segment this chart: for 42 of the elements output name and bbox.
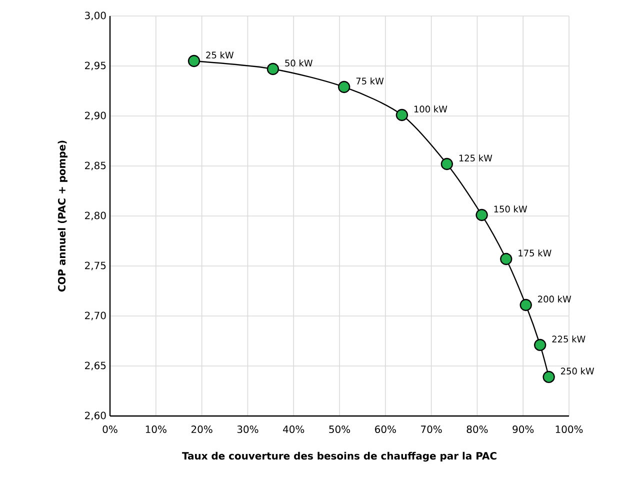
annotation: 150 kW	[494, 206, 528, 212]
annotation: 125 kW	[459, 154, 492, 162]
y-tick-label: 3,00	[85, 12, 106, 20]
annotation: 250 kW	[560, 368, 594, 374]
point	[266, 62, 280, 76]
annotation: 175 kW	[518, 250, 552, 256]
x-tick-label: 30%	[237, 425, 258, 434]
x-tick-label: 70%	[421, 425, 442, 434]
y-axis-title: COP annuel (PAC + pompe)	[58, 140, 68, 292]
x-tick-label: 40%	[283, 425, 304, 434]
y-tick-label: 2,70	[85, 312, 106, 320]
x-tick-label: 90%	[512, 425, 534, 434]
x-tick-label: 50%	[329, 425, 350, 434]
y-tick-label: 2,90	[85, 112, 106, 120]
point	[534, 338, 546, 352]
annotation: 100 kW	[414, 106, 448, 112]
y-tick-label: 2,60	[85, 412, 106, 420]
x-axis-title: Taux de couverture des besoins de chauffage par la PAC	[182, 452, 496, 462]
x-tick-label: 60%	[375, 425, 396, 434]
point	[520, 298, 532, 312]
x-tick-label: 10%	[146, 425, 166, 434]
y-tick-label: 2,85	[85, 162, 106, 170]
point	[396, 108, 408, 122]
point	[440, 158, 453, 170]
y-tick-label: 2,95	[85, 62, 106, 70]
x-tick-label: 0%	[102, 425, 118, 434]
point	[188, 54, 200, 68]
annotation: 200 kW	[538, 296, 572, 302]
point	[338, 80, 350, 94]
point	[542, 370, 555, 384]
annotation: 50 kW	[285, 60, 312, 66]
y-tick-label: 2,65	[85, 362, 106, 370]
annotation: 25 kW	[206, 52, 234, 58]
point	[476, 208, 488, 222]
y-tick-label: 2,75	[85, 262, 106, 270]
x-tick-label: 100%	[556, 425, 583, 434]
point	[500, 252, 512, 266]
annotation: 225 kW	[552, 336, 586, 342]
x-tick-label: 20%	[191, 425, 212, 434]
y-tick-label: 2,80	[85, 212, 106, 220]
annotation: 75 kW	[356, 78, 384, 84]
x-tick-label: 80%	[466, 425, 488, 434]
